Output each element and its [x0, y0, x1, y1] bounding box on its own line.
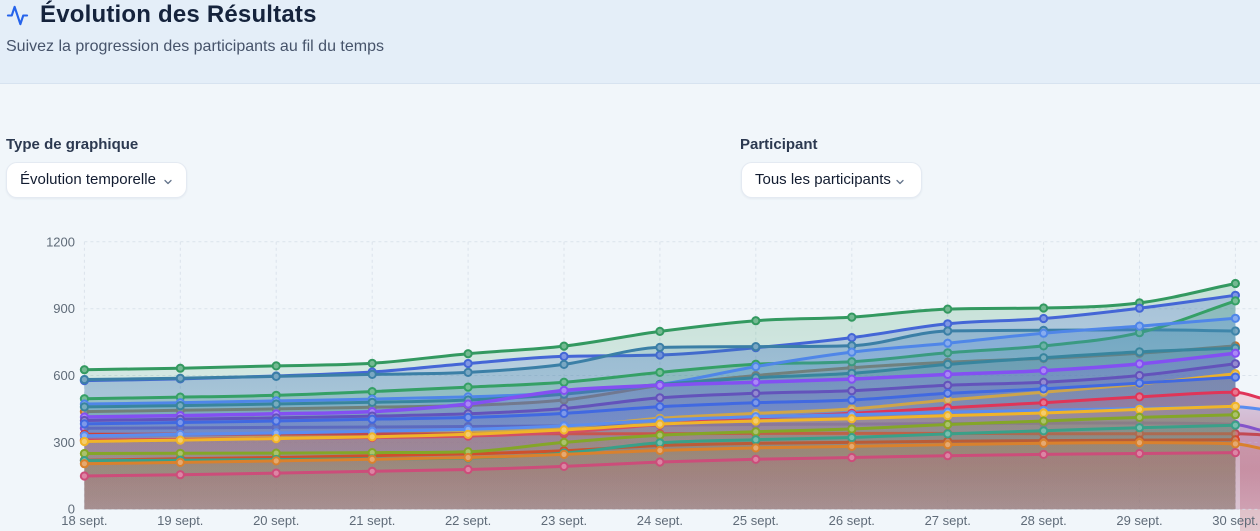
svg-text:25 sept.: 25 sept.: [733, 513, 779, 528]
svg-text:22 sept.: 22 sept.: [445, 513, 491, 528]
svg-text:28 sept.: 28 sept.: [1020, 513, 1066, 528]
svg-text:29 sept.: 29 sept.: [1116, 513, 1162, 528]
svg-text:300: 300: [53, 435, 75, 450]
svg-text:1200: 1200: [46, 234, 75, 249]
svg-text:26 sept.: 26 sept.: [829, 513, 875, 528]
svg-text:600: 600: [53, 368, 75, 383]
svg-text:21 sept.: 21 sept.: [349, 513, 395, 528]
svg-text:27 sept.: 27 sept.: [925, 513, 971, 528]
svg-text:23 sept.: 23 sept.: [541, 513, 587, 528]
svg-text:0: 0: [68, 502, 75, 517]
svg-text:24 sept.: 24 sept.: [637, 513, 683, 528]
svg-text:18 sept.: 18 sept.: [61, 513, 107, 528]
svg-text:19 sept.: 19 sept.: [157, 513, 203, 528]
svg-text:900: 900: [53, 301, 75, 316]
svg-text:20 sept.: 20 sept.: [253, 513, 299, 528]
svg-text:30 sept.: 30 sept.: [1212, 513, 1258, 528]
